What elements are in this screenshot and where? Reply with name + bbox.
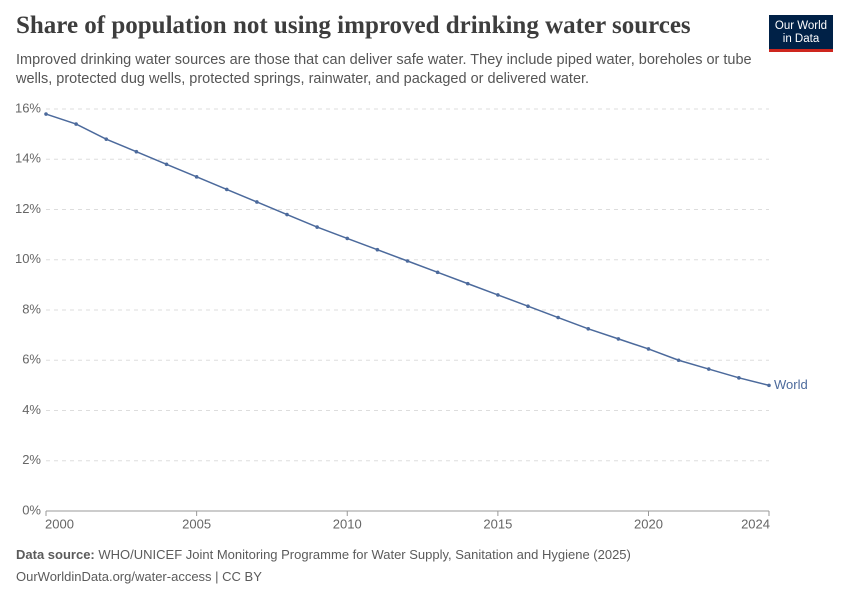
y-tick-label: 0% (22, 502, 41, 517)
x-tick-label: 2005 (182, 516, 211, 531)
footer: OurWorldinData.org/water-access | CC BY (16, 569, 262, 584)
chart-title: Share of population not using improved d… (16, 12, 691, 39)
y-tick-label: 12% (15, 201, 41, 216)
point (465, 281, 470, 286)
point (676, 358, 681, 363)
chart-subtitle: Improved drinking water sources are thos… (16, 52, 752, 87)
point (74, 122, 78, 126)
point (375, 247, 380, 252)
logo[interactable]: Our World in Data (769, 15, 833, 52)
point (44, 112, 48, 116)
point (315, 225, 319, 229)
point (405, 259, 410, 263)
point (435, 270, 440, 275)
logo-line: in Data (782, 33, 820, 45)
x-tick-label: 2015 (483, 516, 512, 531)
point (255, 200, 259, 204)
point (285, 212, 289, 217)
point (134, 149, 139, 154)
point (496, 293, 500, 297)
point (556, 315, 560, 320)
source-text: WHO/UNICEF Joint Monitoring Programme fo… (98, 547, 631, 562)
y-tick-label: 6% (22, 352, 41, 367)
x-tick-label: 2020 (634, 516, 663, 531)
x-tick-label: 2000 (45, 516, 74, 531)
y-tick-label: 8% (22, 301, 41, 316)
y-tick-label: 10% (15, 251, 41, 266)
point (616, 337, 621, 341)
point (767, 383, 771, 388)
y-tick-label: 2% (22, 452, 41, 467)
point (646, 347, 651, 351)
point (737, 376, 741, 380)
point (224, 187, 229, 192)
y-tick-label: 4% (22, 402, 41, 417)
point (104, 137, 109, 141)
x-tick-label: 2010 (333, 516, 362, 531)
point (526, 304, 530, 309)
y-tick-label: 16% (15, 100, 41, 115)
point (586, 327, 591, 331)
series-label: World (774, 377, 808, 392)
point (164, 162, 169, 167)
source: Data source: WHO/UNICEF Joint Monitoring… (16, 547, 631, 562)
point (194, 175, 199, 179)
logo-line: Our World (774, 20, 828, 32)
y-tick-label: 14% (15, 151, 41, 166)
point (345, 236, 350, 241)
series-line (45, 113, 770, 387)
point (706, 367, 711, 371)
source-label: Data source: (16, 547, 95, 562)
x-tick-label: 2024 (741, 516, 770, 531)
